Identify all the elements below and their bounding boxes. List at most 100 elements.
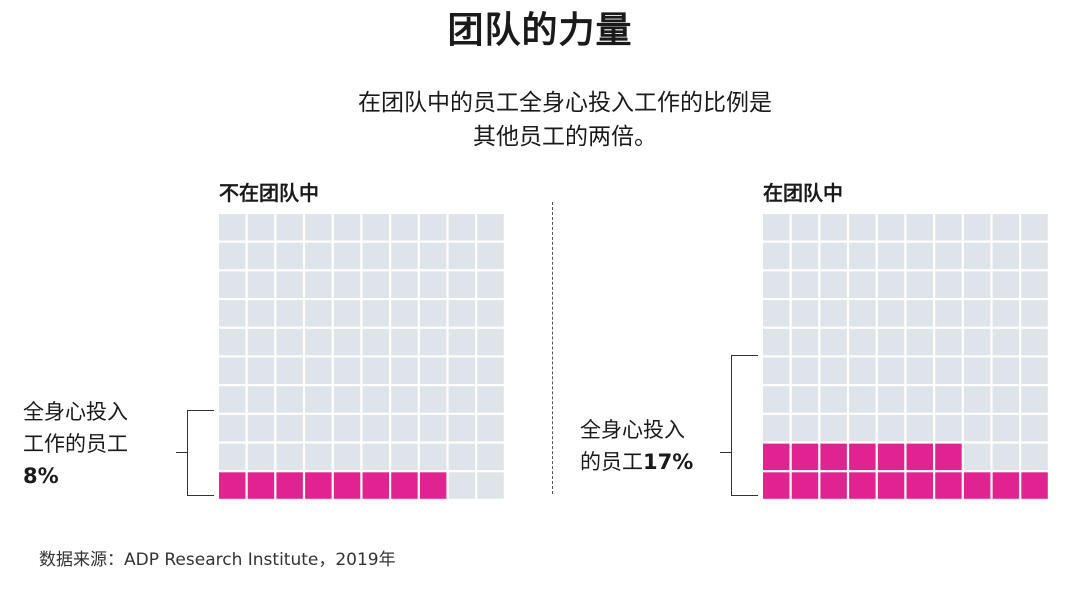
waffle-cell-empty <box>362 300 389 327</box>
waffle-cell-filled <box>820 443 847 471</box>
waffle-cell-empty <box>906 242 933 270</box>
waffle-cell-empty <box>849 357 876 384</box>
waffle-cell-empty <box>477 214 504 241</box>
waffle-cell-empty <box>276 357 303 384</box>
subtitle-line-1: 在团队中的员工全身心投入工作的比例是 <box>358 90 772 116</box>
waffle-cell-empty <box>791 214 819 241</box>
waffle-cell-empty <box>391 214 418 241</box>
waffle-cell-empty <box>219 242 246 270</box>
waffle-cell-empty <box>477 357 504 384</box>
waffle-cell-empty <box>877 386 905 413</box>
waffle-cell-empty <box>877 242 905 270</box>
waffle-cell-filled <box>906 472 933 499</box>
waffle-cell-empty <box>877 271 905 298</box>
waffle-cell-empty <box>791 386 819 413</box>
waffle-cell-empty <box>276 271 303 298</box>
waffle-cell-empty <box>419 414 447 442</box>
waffle-cell-filled <box>219 472 246 499</box>
annotation-left-line-2: 工作的员工 <box>23 432 128 456</box>
waffle-cell-empty <box>219 414 246 442</box>
waffle-cell-empty <box>935 271 962 298</box>
waffle-cell-empty <box>1021 271 1048 298</box>
waffle-cell-empty <box>448 472 476 499</box>
waffle-cell-empty <box>1021 443 1048 471</box>
waffle-cell-empty <box>362 443 389 471</box>
panel-label-in-team: 在团队中 <box>763 181 843 205</box>
waffle-cell-empty <box>477 300 504 327</box>
waffle-cell-empty <box>877 300 905 327</box>
annotation-right-line-1: 全身心投入 <box>580 418 685 442</box>
waffle-chart-in-team <box>763 214 1048 499</box>
waffle-cell-empty <box>963 300 991 327</box>
waffle-cell-empty <box>419 214 447 241</box>
waffle-cell-empty <box>448 300 476 327</box>
waffle-cell-empty <box>448 386 476 413</box>
waffle-cell-empty <box>477 472 504 499</box>
waffle-cell-empty <box>362 242 389 270</box>
bracket-left-tick <box>176 452 187 453</box>
waffle-cell-empty <box>820 414 847 442</box>
waffle-cell-empty <box>935 414 962 442</box>
waffle-cell-empty <box>419 300 447 327</box>
waffle-cell-empty <box>362 271 389 298</box>
waffle-cell-empty <box>992 414 1020 442</box>
waffle-cell-empty <box>1021 386 1048 413</box>
waffle-cell-empty <box>391 414 418 442</box>
waffle-cell-empty <box>247 414 275 442</box>
waffle-cell-empty <box>448 414 476 442</box>
waffle-cell-empty <box>247 300 275 327</box>
waffle-cell-empty <box>849 414 876 442</box>
waffle-cell-empty <box>791 300 819 327</box>
waffle-cell-empty <box>906 386 933 413</box>
waffle-cell-filled <box>419 472 447 499</box>
waffle-cell-empty <box>992 328 1020 356</box>
waffle-chart-not-in-team <box>219 214 504 499</box>
waffle-cell-filled <box>333 472 361 499</box>
waffle-cell-empty <box>333 242 361 270</box>
waffle-cell-empty <box>276 214 303 241</box>
waffle-cell-empty <box>219 357 246 384</box>
waffle-cell-empty <box>305 328 332 356</box>
waffle-cell-empty <box>791 242 819 270</box>
waffle-cell-filled <box>763 472 790 499</box>
annotation-left-value: 8% <box>23 464 59 488</box>
waffle-cell-empty <box>763 214 790 241</box>
waffle-cell-empty <box>849 214 876 241</box>
waffle-cell-empty <box>791 357 819 384</box>
waffle-cell-empty <box>992 443 1020 471</box>
waffle-cell-empty <box>362 214 389 241</box>
waffle-cell-filled <box>963 472 991 499</box>
waffle-cell-empty <box>305 300 332 327</box>
waffle-cell-empty <box>333 300 361 327</box>
waffle-cell-empty <box>935 328 962 356</box>
waffle-cell-empty <box>849 386 876 413</box>
waffle-cell-empty <box>477 443 504 471</box>
waffle-cell-empty <box>219 214 246 241</box>
waffle-cell-empty <box>1021 214 1048 241</box>
bracket-left <box>187 410 214 496</box>
waffle-cell-empty <box>419 357 447 384</box>
waffle-cell-filled <box>1021 472 1048 499</box>
waffle-cell-empty <box>477 386 504 413</box>
waffle-cell-empty <box>935 300 962 327</box>
waffle-cell-empty <box>906 328 933 356</box>
waffle-cell-empty <box>820 328 847 356</box>
waffle-cell-empty <box>362 328 389 356</box>
waffle-cell-empty <box>992 357 1020 384</box>
waffle-cell-empty <box>362 357 389 384</box>
waffle-cell-filled <box>276 472 303 499</box>
waffle-cell-empty <box>247 443 275 471</box>
waffle-cell-empty <box>448 242 476 270</box>
waffle-cell-empty <box>448 214 476 241</box>
waffle-cell-empty <box>305 443 332 471</box>
waffle-cell-empty <box>935 242 962 270</box>
annotation-not-in-team: 全身心投入 工作的员工 8% <box>23 396 128 492</box>
waffle-cell-empty <box>333 328 361 356</box>
waffle-cell-empty <box>448 357 476 384</box>
waffle-cell-empty <box>877 214 905 241</box>
waffle-cell-filled <box>877 472 905 499</box>
waffle-cell-empty <box>276 414 303 442</box>
waffle-cell-empty <box>305 242 332 270</box>
waffle-cell-empty <box>419 242 447 270</box>
waffle-cell-empty <box>763 300 790 327</box>
